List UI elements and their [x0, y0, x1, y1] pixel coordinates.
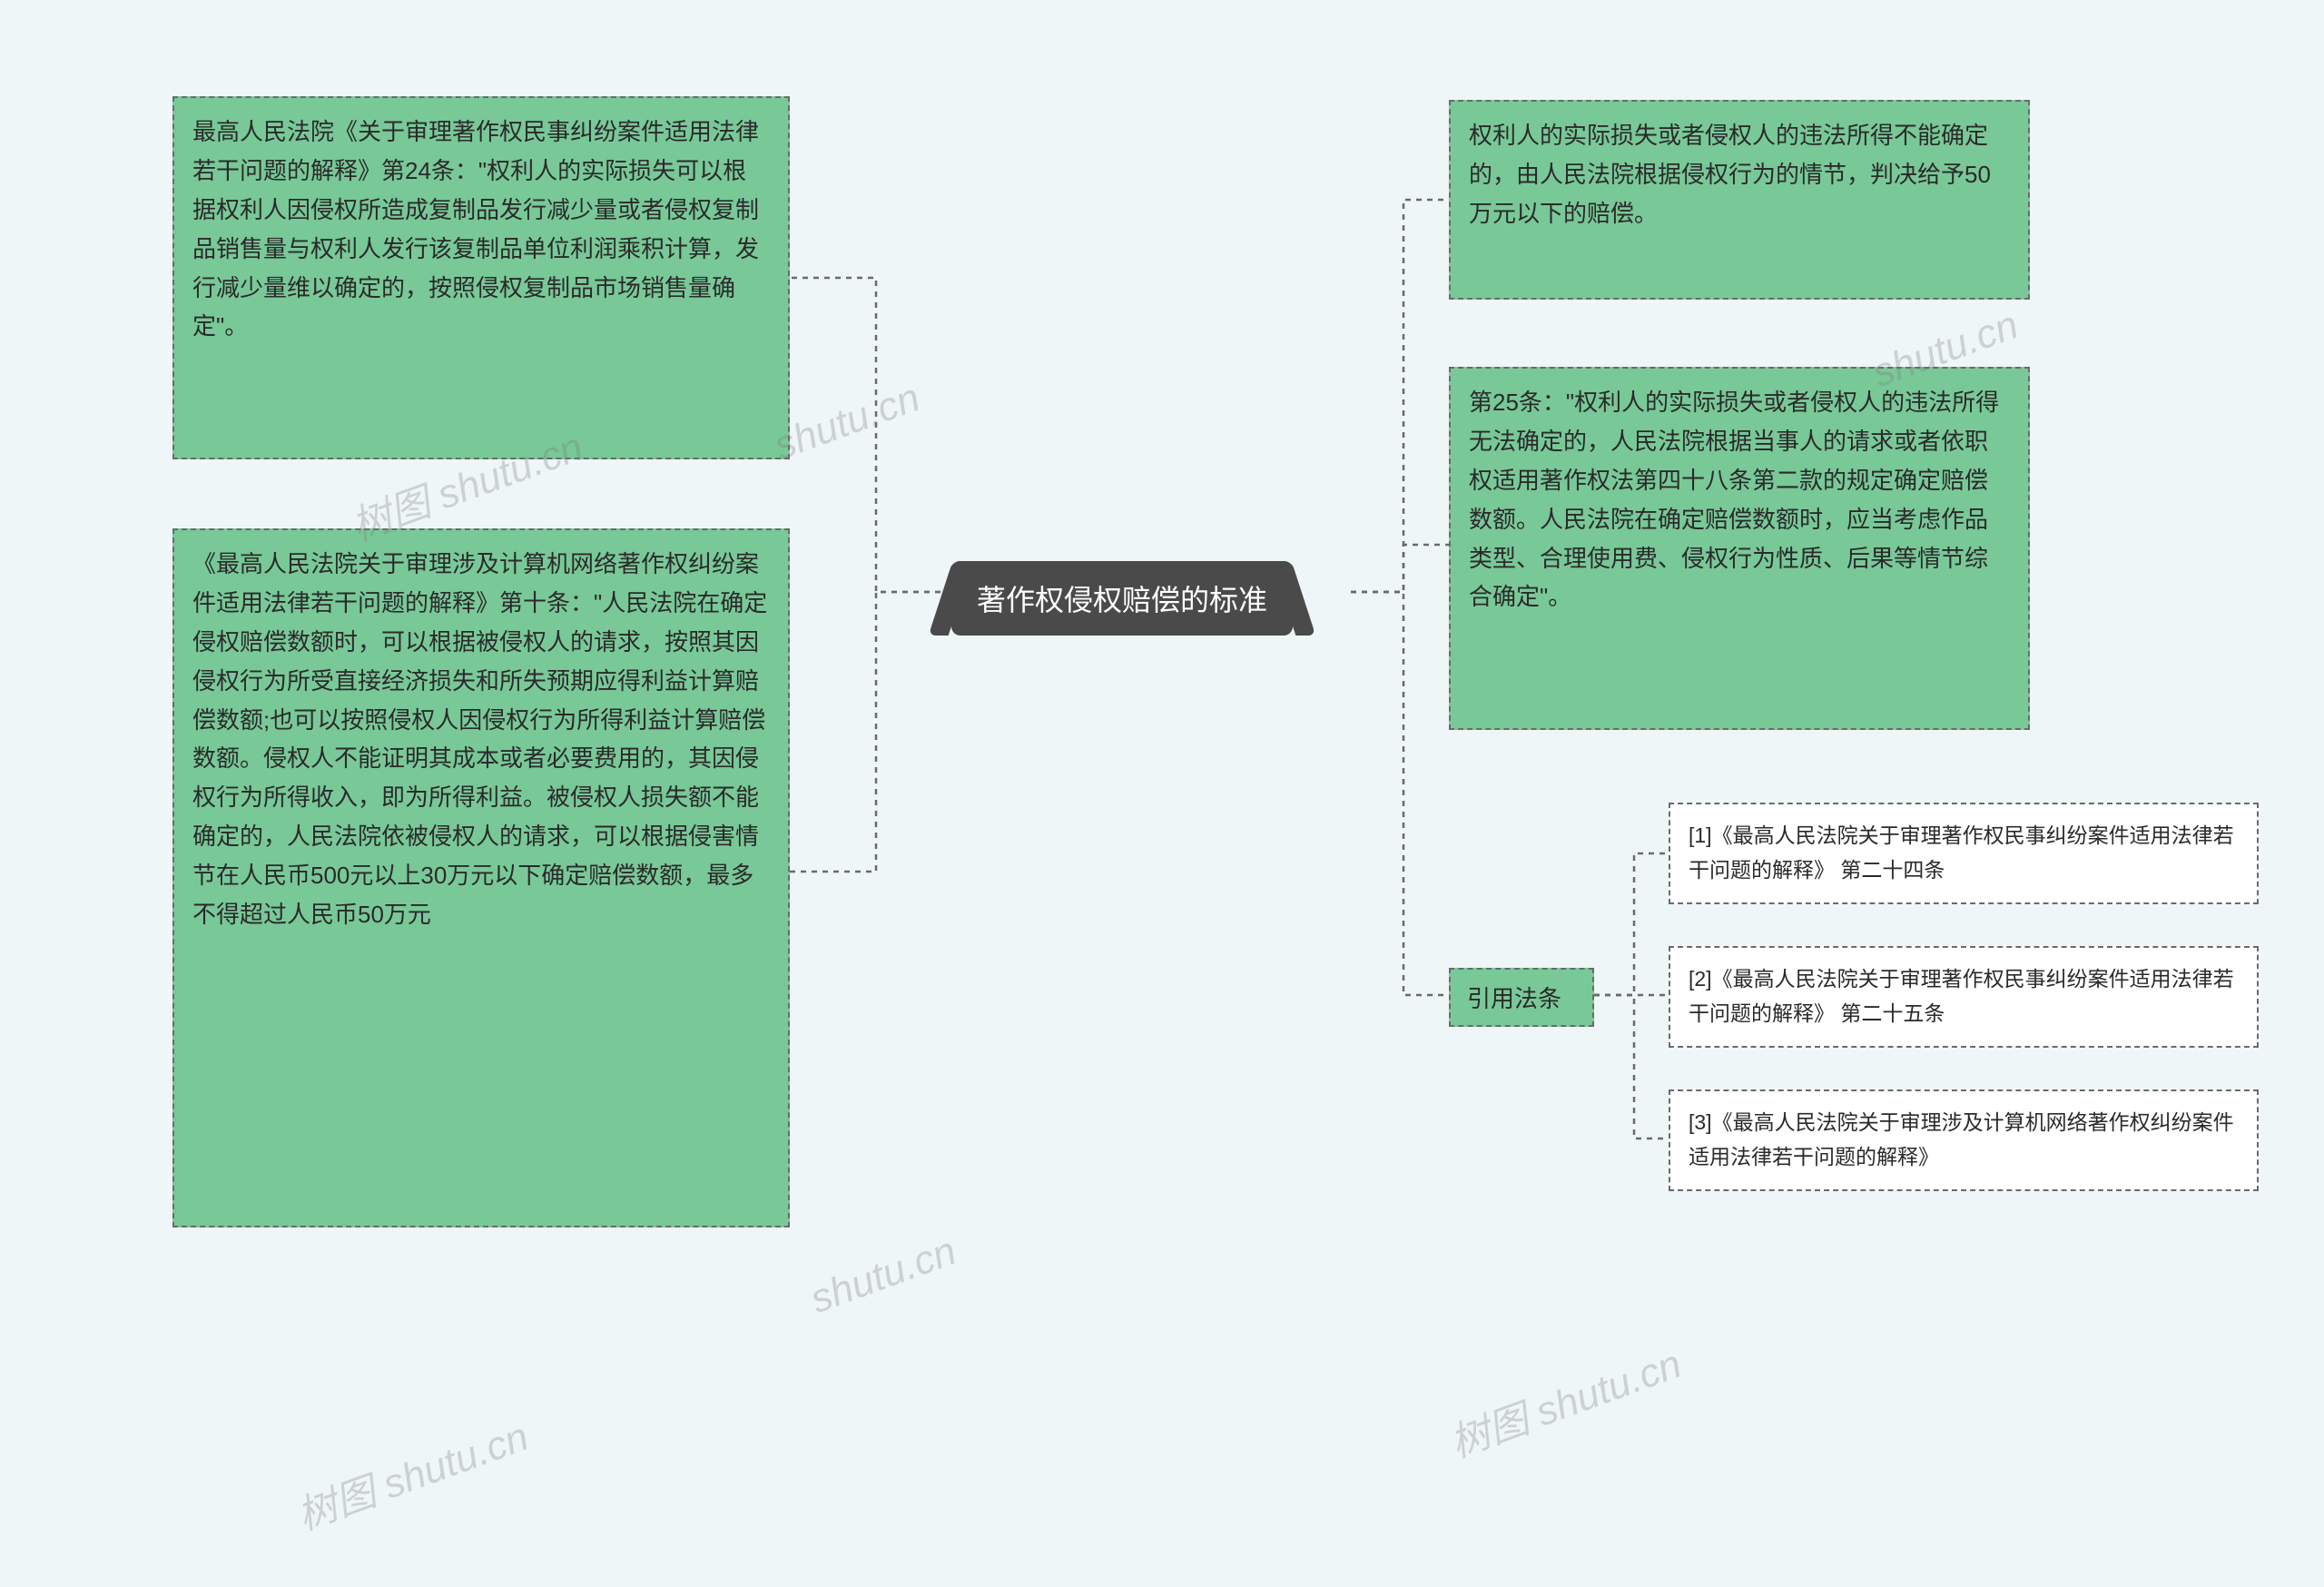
node-reference-3-text: [3]《最高人民法院关于审理涉及计算机网络著作权纠纷案件适用法律若干问题的解释》	[1689, 1110, 2234, 1168]
node-reference-3: [3]《最高人民法院关于审理涉及计算机网络著作权纠纷案件适用法律若干问题的解释》	[1669, 1089, 2259, 1191]
node-reference-1: [1]《最高人民法院关于审理著作权民事纠纷案件适用法律若干问题的解释》 第二十四…	[1669, 803, 2259, 904]
node-right-2-text: 第25条："权利人的实际损失或者侵权人的违法所得无法确定的，人民法院根据当事人的…	[1469, 389, 1999, 610]
node-reference-2: [2]《最高人民法院关于审理著作权民事纠纷案件适用法律若干问题的解释》 第二十五…	[1669, 946, 2259, 1048]
node-left-1-text: 最高人民法院《关于审理著作权民事纠纷案件适用法律若干问题的解释》第24条："权利…	[192, 118, 759, 340]
node-references-label-text: 引用法条	[1467, 985, 1561, 1012]
node-left-2: 《最高人民法院关于审理涉及计算机网络著作权纠纷案件适用法律若干问题的解释》第十条…	[172, 528, 790, 1227]
node-references-label: 引用法条	[1449, 968, 1594, 1027]
node-right-1: 权利人的实际损失或者侵权人的违法所得不能确定的，由人民法院根据侵权行为的情节，判…	[1449, 100, 2030, 300]
node-right-1-text: 权利人的实际损失或者侵权人的违法所得不能确定的，由人民法院根据侵权行为的情节，判…	[1469, 122, 1991, 227]
watermark: 树图 shutu.cn	[288, 1404, 535, 1541]
node-left-1: 最高人民法院《关于审理著作权民事纠纷案件适用法律若干问题的解释》第24条："权利…	[172, 96, 790, 459]
node-reference-1-text: [1]《最高人民法院关于审理著作权民事纠纷案件适用法律若干问题的解释》 第二十四…	[1689, 823, 2234, 882]
center-node: 著作权侵权赔偿的标准	[951, 561, 1293, 636]
node-reference-2-text: [2]《最高人民法院关于审理著作权民事纠纷案件适用法律若干问题的解释》 第二十五…	[1689, 967, 2234, 1025]
center-node-text: 著作权侵权赔偿的标准	[977, 584, 1267, 616]
node-left-2-text: 《最高人民法院关于审理涉及计算机网络著作权纠纷案件适用法律若干问题的解释》第十条…	[192, 550, 767, 928]
node-right-2: 第25条："权利人的实际损失或者侵权人的违法所得无法确定的，人民法院根据当事人的…	[1449, 367, 2030, 730]
watermark: 树图 shutu.cn	[1441, 1331, 1688, 1468]
watermark: shutu.cn	[804, 1228, 961, 1323]
watermark: shutu.cn	[768, 375, 925, 469]
